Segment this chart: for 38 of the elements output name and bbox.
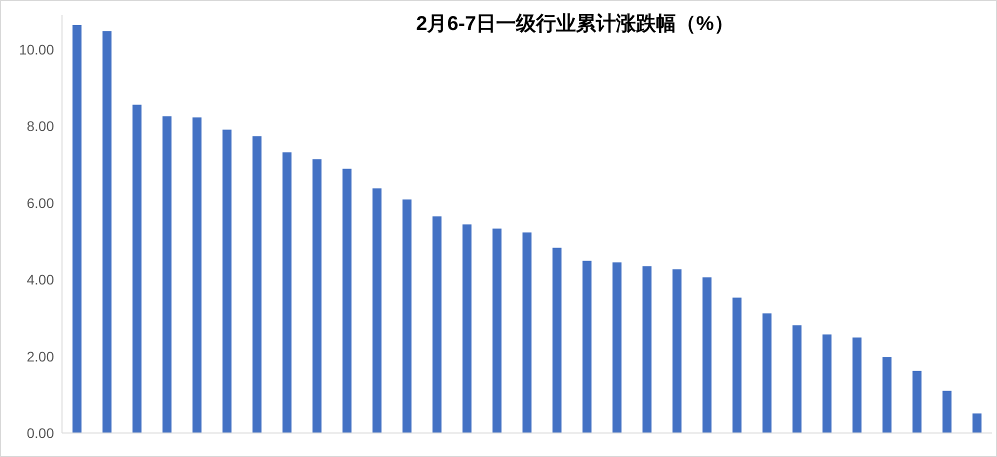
bar: [432, 216, 442, 433]
y-tick-label: 10.00: [18, 42, 54, 58]
bar: [102, 31, 112, 433]
bar: [162, 116, 172, 433]
bar: [612, 262, 622, 433]
bar: [252, 136, 262, 433]
bar: [342, 168, 352, 433]
bar: [732, 298, 742, 433]
bar: [222, 130, 232, 433]
bar: [462, 224, 472, 433]
bar: [192, 117, 202, 433]
bar: [132, 104, 142, 433]
bar: [312, 159, 322, 433]
bar: [942, 390, 952, 433]
bar: [522, 232, 532, 433]
y-tick-label: 4.00: [26, 272, 54, 288]
bar: [492, 228, 502, 433]
y-tick-label: 2.00: [26, 348, 54, 364]
chart-title: 2月6-7日一级行业累计涨跌幅（%）: [416, 13, 734, 35]
bar: [702, 277, 712, 433]
bar: [822, 334, 832, 433]
bar: [372, 188, 382, 433]
bar: [582, 260, 592, 433]
y-tick-label: 0.00: [26, 425, 54, 441]
bar: [762, 313, 772, 433]
bar: [792, 325, 802, 433]
bar: [552, 248, 562, 433]
bar: [282, 152, 292, 433]
y-tick-label: 8.00: [26, 118, 54, 134]
bar: [972, 413, 982, 433]
bar: [642, 266, 652, 433]
bar: [672, 269, 682, 433]
bar: [912, 370, 922, 433]
bar: [402, 199, 412, 433]
bar: [882, 357, 892, 433]
bar: [852, 338, 862, 433]
bar: [72, 24, 82, 433]
y-tick-label: 6.00: [26, 194, 54, 211]
